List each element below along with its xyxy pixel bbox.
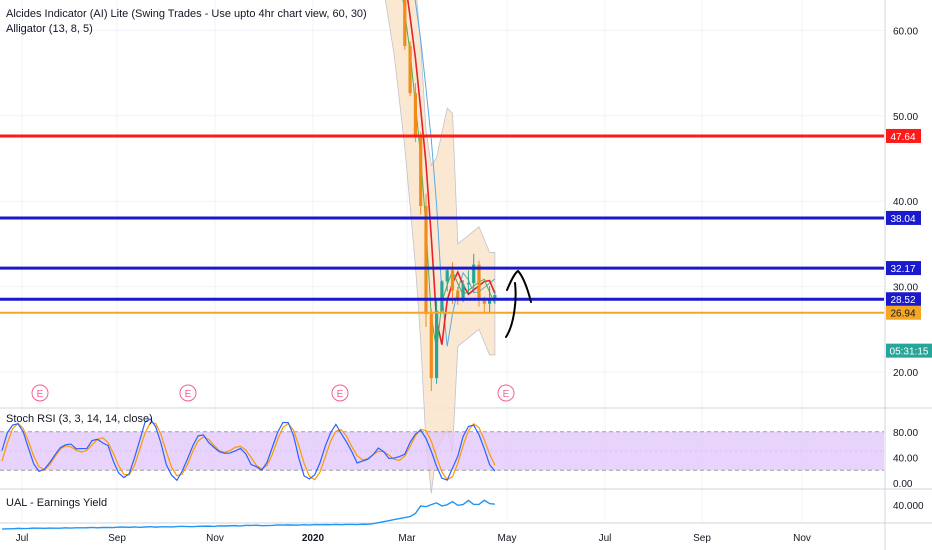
candle	[408, 45, 412, 94]
candle	[477, 264, 481, 299]
candle	[445, 270, 449, 282]
candle	[435, 310, 439, 379]
time-tick-label: Jul	[16, 533, 29, 544]
candle	[493, 295, 497, 300]
candle	[488, 299, 492, 304]
stoch-d-line	[1, 422, 496, 481]
countdown-label: 05:31:15	[890, 347, 929, 358]
earnings-tick-label: 40.000	[893, 501, 924, 512]
candle	[440, 281, 444, 311]
price-tick-label: 40.00	[893, 197, 918, 208]
alligator-indicator-title: Alligator (13, 8, 5)	[6, 23, 93, 35]
level-label-32.17: 32.17	[890, 264, 915, 275]
price-tick-label: 30.00	[893, 283, 918, 294]
countdown-bg	[886, 343, 932, 358]
stoch-tick-label: 0.00	[893, 479, 913, 490]
earnings-marker	[31, 384, 49, 402]
alligator-teeth	[406, 0, 496, 345]
time-tick-label: Sep	[693, 533, 711, 544]
gridlines	[0, 0, 884, 522]
level-label-bg	[886, 128, 921, 143]
time-tick-label: Mar	[398, 533, 416, 544]
earnings-marker-label: E	[337, 389, 344, 400]
level-label-bg	[886, 292, 921, 307]
earnings-marker	[497, 384, 515, 402]
time-tick-label: Sep	[108, 533, 126, 544]
earnings-marker-label: E	[503, 389, 510, 400]
stoch-rsi-title: Stoch RSI (3, 3, 14, 14, close)	[6, 413, 153, 425]
time-tick-label: Nov	[206, 533, 224, 544]
level-label-38.04: 38.04	[890, 214, 915, 225]
earnings-marker	[331, 384, 349, 402]
stoch-tick-label: 40.00	[893, 453, 918, 464]
candle	[403, 0, 407, 46]
candle	[472, 264, 476, 284]
candle	[450, 270, 455, 291]
time-tick-label: Jul	[599, 533, 612, 544]
time-tick-label: Nov	[793, 533, 811, 544]
level-label-bg	[886, 305, 921, 320]
candle	[429, 314, 433, 379]
stoch-k-line	[1, 418, 496, 482]
level-label-26.94: 26.94	[890, 309, 915, 320]
earnings-yield-line	[1, 499, 495, 530]
alligator-lips	[402, 0, 496, 350]
price-tick-label: 20.00	[893, 368, 918, 379]
price-tick-label: 60.00	[893, 26, 918, 37]
level-label-bg	[886, 210, 921, 225]
candle	[466, 283, 470, 285]
earnings-marker-label: E	[37, 389, 44, 400]
candle	[456, 290, 460, 300]
stoch-tick-label: 80.00	[893, 428, 918, 439]
time-tick-label: 2020	[302, 533, 325, 544]
candle	[424, 205, 428, 315]
candle	[413, 93, 417, 136]
level-label-47.64: 47.64	[890, 132, 915, 143]
candle	[482, 298, 486, 304]
earnings-yield-title: UAL - Earnings Yield	[6, 497, 108, 509]
level-label-bg	[886, 261, 921, 276]
drawn-arrow	[505, 269, 532, 338]
main-indicator-title: Alcides Indicator (AI) Lite (Swing Trade…	[6, 8, 367, 20]
level-label-28.52: 28.52	[890, 295, 915, 306]
bollinger-band	[385, 0, 496, 494]
time-tick-label: May	[498, 533, 517, 544]
price-tick-label: 50.00	[893, 112, 918, 123]
candle	[419, 135, 423, 206]
earnings-marker	[179, 384, 197, 402]
candle	[461, 284, 465, 300]
earnings-marker-label: E	[185, 389, 192, 400]
